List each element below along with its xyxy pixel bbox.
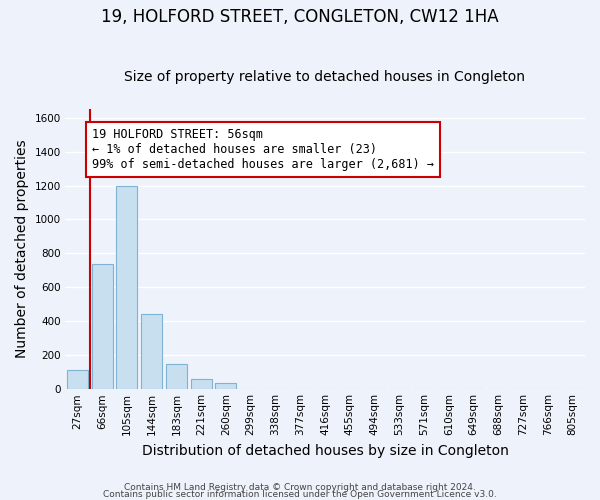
Bar xyxy=(191,378,212,389)
Text: Contains HM Land Registry data © Crown copyright and database right 2024.: Contains HM Land Registry data © Crown c… xyxy=(124,484,476,492)
Bar xyxy=(166,364,187,389)
Bar xyxy=(92,264,113,389)
Bar xyxy=(215,383,236,389)
Bar xyxy=(141,314,162,389)
Bar xyxy=(67,370,88,389)
Text: Contains public sector information licensed under the Open Government Licence v3: Contains public sector information licen… xyxy=(103,490,497,499)
Y-axis label: Number of detached properties: Number of detached properties xyxy=(15,140,29,358)
Text: 19 HOLFORD STREET: 56sqm
← 1% of detached houses are smaller (23)
99% of semi-de: 19 HOLFORD STREET: 56sqm ← 1% of detache… xyxy=(92,128,434,171)
Text: 19, HOLFORD STREET, CONGLETON, CW12 1HA: 19, HOLFORD STREET, CONGLETON, CW12 1HA xyxy=(101,8,499,26)
X-axis label: Distribution of detached houses by size in Congleton: Distribution of detached houses by size … xyxy=(142,444,508,458)
Bar xyxy=(116,186,137,389)
Title: Size of property relative to detached houses in Congleton: Size of property relative to detached ho… xyxy=(124,70,526,85)
